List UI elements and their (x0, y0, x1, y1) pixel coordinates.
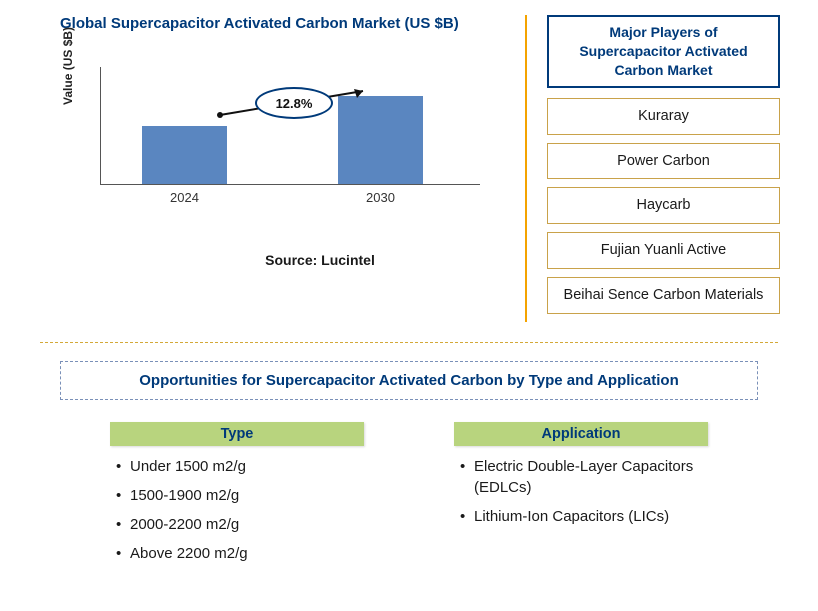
opportunities-columns: Type Under 1500 m2/g 1500-1900 m2/g 2000-22… (60, 422, 758, 572)
bar-label-2024: 2024 (142, 190, 227, 205)
growth-ellipse: 12.8% (255, 87, 333, 119)
top-section: Global Supercapacitor Activated Carbon M… (0, 0, 818, 322)
opp-column: Type Under 1500 m2/g 1500-1900 m2/g 2000-22… (110, 422, 364, 572)
player-item: Beihai Sence Carbon Materials (547, 277, 780, 314)
chart-container: Value (US $B) 20242030 12.8% (100, 67, 500, 207)
bar-label-2030: 2030 (338, 190, 423, 205)
x-axis (100, 184, 480, 185)
opp-item: 2000-2200 m2/g (116, 514, 364, 535)
opp-item: Electric Double-Layer Capacitors (EDLCs) (460, 456, 708, 498)
opp-item: Under 1500 m2/g (116, 456, 364, 477)
y-axis (100, 67, 101, 185)
opp-column: Application Electric Double-Layer Capacit… (454, 422, 708, 572)
player-item: Kuraray (547, 98, 780, 135)
chart-title: Global Supercapacitor Activated Carbon M… (60, 15, 500, 32)
growth-indicator: 12.8% (215, 85, 370, 125)
opportunities-title: Opportunities for Supercapacitor Activat… (60, 361, 758, 400)
source-label: Source: Lucintel (140, 252, 500, 268)
opp-list: Electric Double-Layer Capacitors (EDLCs)… (454, 456, 708, 527)
opp-header: Type (110, 422, 364, 446)
growth-rate: 12.8% (276, 96, 313, 111)
opportunities-section: Opportunities for Supercapacitor Activat… (0, 343, 818, 572)
player-item: Haycarb (547, 187, 780, 224)
bar-2024 (142, 126, 227, 184)
players-title: Major Players of Supercapacitor Activate… (547, 15, 780, 88)
y-axis-label: Value (US $B) (61, 27, 75, 105)
opp-list: Under 1500 m2/g 1500-1900 m2/g 2000-2200 m… (110, 456, 364, 564)
opp-header: Application (454, 422, 708, 446)
opp-item: 1500-1900 m2/g (116, 485, 364, 506)
player-item: Fujian Yuanli Active (547, 232, 780, 269)
players-panel: Major Players of Supercapacitor Activate… (525, 15, 780, 322)
opp-item: Lithium-Ion Capacitors (LICs) (460, 506, 708, 527)
opp-item: Above 2200 m2/g (116, 543, 364, 564)
player-item: Power Carbon (547, 143, 780, 180)
chart-area: Global Supercapacitor Activated Carbon M… (60, 15, 500, 322)
